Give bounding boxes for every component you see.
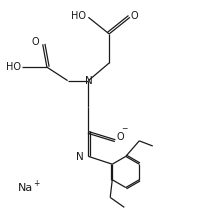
Text: N: N — [84, 76, 92, 86]
Text: +: + — [33, 179, 40, 188]
Text: O: O — [131, 11, 139, 21]
Text: N: N — [76, 152, 84, 162]
Text: HO: HO — [71, 11, 86, 21]
Text: O: O — [32, 37, 40, 47]
Text: O: O — [116, 132, 124, 142]
Text: −: − — [122, 125, 128, 134]
Text: Na: Na — [18, 182, 33, 192]
Text: HO: HO — [6, 62, 21, 72]
